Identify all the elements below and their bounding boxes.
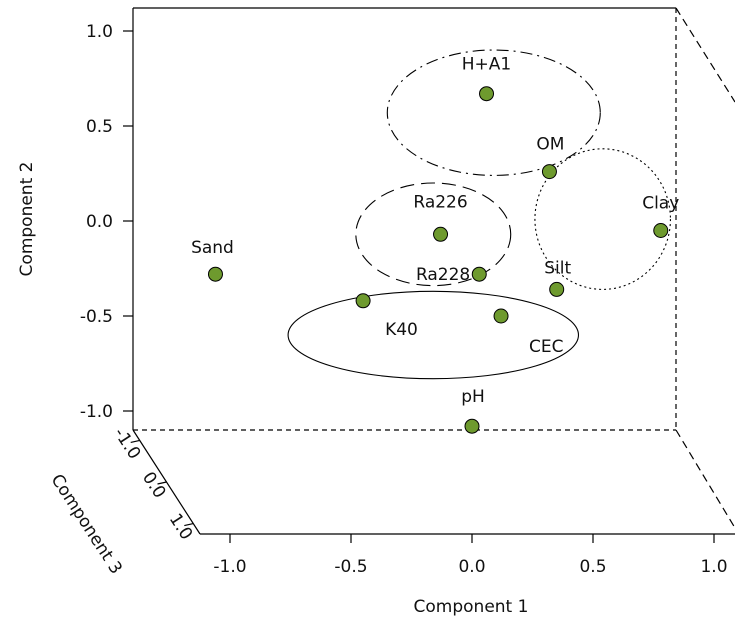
z-tick-mark	[130, 439, 140, 443]
x-tick-label: 0.0	[458, 557, 485, 577]
x-tick-label: 1.0	[700, 557, 727, 577]
z-tick-label: 0.0	[138, 468, 170, 502]
point-label-om: OM	[536, 135, 564, 155]
y-axis-title: Component 2	[17, 162, 37, 277]
z-tick-label: -1.0	[109, 424, 144, 463]
z-axis: -1.0 0.0 1.0	[109, 424, 196, 543]
point-label-clay: Clay	[642, 194, 679, 214]
z-tick-label: 1.0	[165, 510, 197, 544]
y-tick-label: 1.0	[86, 22, 113, 42]
group-ellipse-dashed	[355, 182, 512, 287]
point-ph	[464, 418, 480, 434]
point-ra228	[471, 266, 487, 282]
y-axis: 1.0 0.5 0.0 -0.5 -1.0	[80, 22, 133, 422]
point-clay	[653, 223, 669, 238]
point-silt	[549, 281, 565, 297]
point-label-ra226: Ra226	[413, 192, 467, 212]
box-bottom-depth-dashed-edge	[675, 429, 735, 529]
point-label-silt: Silt	[544, 258, 571, 278]
x-tick-label: -1.0	[213, 557, 246, 577]
point-label-k40: K40	[385, 320, 418, 340]
point-sand	[207, 266, 223, 282]
plot-box	[132, 7, 735, 535]
x-axis-title: Component 1	[414, 597, 529, 617]
x-axis: -1.0 -0.5 0.0 0.5 1.0	[213, 534, 728, 577]
point-label-cec: CEC	[529, 337, 563, 357]
point-label-h-a1: H+A1	[462, 55, 511, 75]
point-cec	[493, 308, 509, 324]
point-om	[541, 164, 557, 180]
x-tick-label: 0.5	[579, 557, 606, 577]
point-h-a1	[479, 86, 495, 102]
point-label-ph: pH	[461, 387, 485, 407]
y-tick-label: 0.0	[86, 212, 113, 232]
y-tick-label: 0.5	[86, 117, 113, 137]
group-ellipse-dotted	[534, 148, 671, 290]
box-top-depth-dashed-edge	[675, 7, 735, 103]
point-label-ra228: Ra228	[416, 265, 470, 285]
point-label-sand: Sand	[191, 238, 234, 258]
z-tick-mark	[184, 523, 194, 527]
y-tick-label: -0.5	[80, 307, 113, 327]
group-ellipse-solid	[287, 290, 580, 380]
group-ellipse-dashdot	[386, 49, 601, 176]
z-tick-mark	[157, 481, 167, 485]
point-ra226	[433, 226, 449, 242]
group-ellipses	[287, 49, 671, 380]
point-k40	[355, 293, 371, 309]
data-points: H+A1 OM Clay Ra226 Sand Ra228 Silt K40 CEC pH	[191, 55, 679, 434]
z-axis-title: Component 3	[47, 471, 126, 578]
x-tick-label: -0.5	[334, 557, 367, 577]
y-tick-label: -1.0	[80, 402, 113, 422]
